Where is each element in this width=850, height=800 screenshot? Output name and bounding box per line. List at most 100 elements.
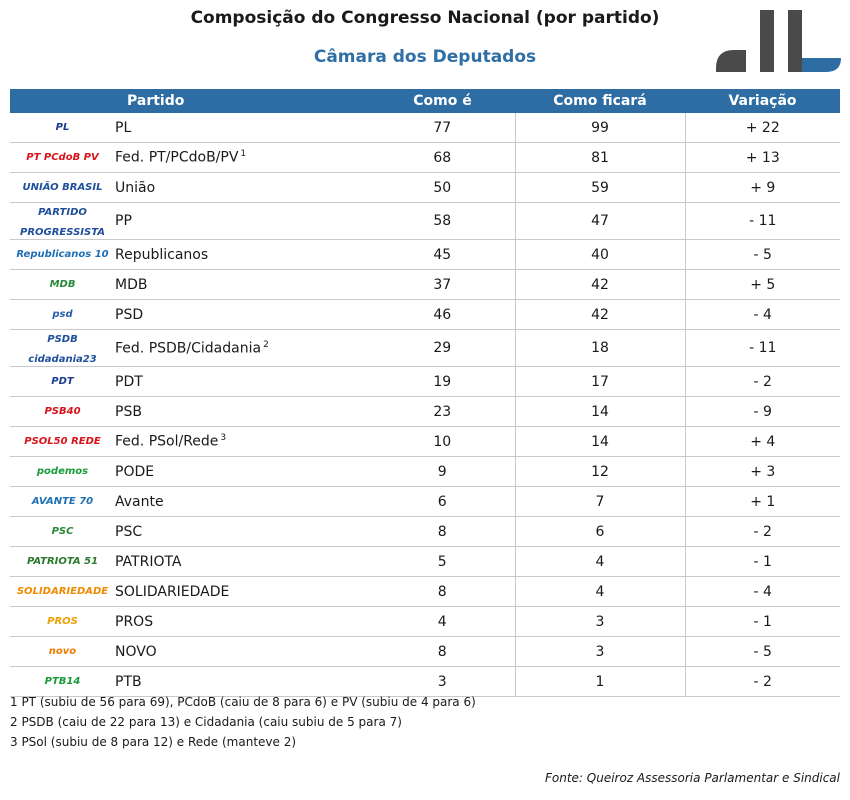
- variacao-cell: + 9: [684, 172, 840, 203]
- como-e-cell: 8: [370, 636, 515, 667]
- party-logo-cell: PL: [10, 113, 115, 143]
- como-ficara-cell: 7: [514, 486, 685, 517]
- footnote-1: 1 PT (subiu de 56 para 69), PCdoB (caiu …: [10, 695, 476, 709]
- como-ficara-cell: 81: [514, 142, 685, 173]
- party-logo-icon: PDT: [51, 375, 74, 387]
- party-name-cell: Fed. PT/PCdoB/PV 1: [115, 142, 370, 173]
- party-logo-icon: PROS: [47, 615, 78, 627]
- party-logo-cell: MDB: [10, 269, 115, 300]
- party-logo-cell: PATRIOTA 51: [10, 546, 115, 577]
- party-name: PATRIOTA: [115, 553, 182, 570]
- header-logo: [10, 89, 115, 113]
- variacao-cell: + 3: [684, 456, 840, 487]
- variacao-cell: - 4: [684, 576, 840, 607]
- party-logo-cell: UNIÃO BRASIL: [10, 172, 115, 203]
- party-logo-icon: PSC: [51, 525, 74, 537]
- como-e-cell: 46: [370, 299, 515, 330]
- party-name-cell: União: [115, 172, 370, 203]
- como-e-cell: 9: [370, 456, 515, 487]
- page-title: Composição do Congresso Nacional (por pa…: [190, 8, 660, 28]
- como-ficara-cell: 3: [514, 636, 685, 667]
- como-ficara-cell: 4: [514, 576, 685, 607]
- como-e-cell: 45: [370, 239, 515, 270]
- party-logo-cell: SOLIDARIEDADE: [10, 576, 115, 607]
- party-name: Fed. PT/PCdoB/PV: [115, 149, 239, 166]
- table-row: PSC PSC 8 6- 2: [10, 516, 840, 547]
- como-ficara-cell: 14: [514, 426, 685, 457]
- party-name-cell: PL: [115, 113, 370, 143]
- footnote-2: 2 PSDB (caiu de 22 para 13) e Cidadania …: [10, 715, 402, 729]
- party-name: PODE: [115, 463, 155, 480]
- party-logo-cell: PSOL50 REDE: [10, 426, 115, 457]
- variacao-cell: - 11: [684, 202, 840, 240]
- como-ficara-cell: 6: [514, 516, 685, 547]
- party-logo-icon: PARTIDO PROGRESSISTA: [19, 207, 106, 238]
- party-logo-icon: novo: [48, 645, 77, 657]
- party-logo-cell: novo: [10, 636, 115, 667]
- como-ficara-cell: 42: [514, 299, 685, 330]
- como-e-cell: 37: [370, 269, 515, 300]
- variacao-cell: - 1: [684, 546, 840, 577]
- party-logo-icon: Republicanos 10: [16, 248, 109, 260]
- party-logo-icon: AVANTE 70: [31, 495, 94, 507]
- header-como-ficara: Como ficará: [515, 89, 685, 113]
- como-e-cell: 6: [370, 486, 515, 517]
- variacao-cell: - 2: [684, 366, 840, 397]
- table-row: UNIÃO BRASIL União 50 59 + 9: [10, 172, 840, 203]
- como-ficara-cell: 42: [514, 269, 685, 300]
- como-ficara-cell: 14: [514, 396, 685, 427]
- party-logo-icon: PSB40: [44, 405, 81, 417]
- como-ficara-cell: 47: [514, 202, 685, 240]
- party-logo-cell: PSB40: [10, 396, 115, 427]
- party-name-cell: SOLIDARIEDADE: [115, 576, 370, 607]
- party-logo-cell: psd: [10, 299, 115, 330]
- publisher-logo-icon: [716, 10, 841, 72]
- header-como-e: Como é: [370, 89, 515, 113]
- party-name-cell: PODE: [115, 456, 370, 487]
- footnote-marker: 2: [263, 339, 269, 350]
- como-e-cell: 4: [370, 606, 515, 637]
- variacao-cell: - 9: [684, 396, 840, 427]
- variacao-cell: - 5: [684, 239, 840, 270]
- party-logo-icon: psd: [52, 308, 73, 320]
- como-e-cell: 23: [370, 396, 515, 427]
- party-name-cell: PSC: [115, 516, 370, 547]
- variacao-cell: - 1: [684, 606, 840, 637]
- variacao-cell: - 4: [684, 299, 840, 330]
- table-row: PDT PDT 19 17- 2: [10, 366, 840, 397]
- party-name: PROS: [115, 613, 154, 630]
- party-name: União: [115, 179, 156, 196]
- table-row: psd PSD 46 42- 4: [10, 299, 840, 330]
- party-logo-cell: PSC: [10, 516, 115, 547]
- como-ficara-cell: 17: [514, 366, 685, 397]
- party-name-cell: Fed. PSol/Rede 3: [115, 426, 370, 457]
- party-name-cell: PDT: [115, 366, 370, 397]
- party-name-cell: PP: [115, 202, 370, 240]
- party-logo-cell: Republicanos 10: [10, 239, 115, 270]
- table-row: novo NOVO 8 3- 5: [10, 636, 840, 667]
- variacao-cell: - 2: [684, 666, 840, 697]
- party-name: Fed. PSDB/Cidadania: [115, 340, 262, 357]
- variacao-cell: + 13: [684, 142, 840, 173]
- como-e-cell: 10: [370, 426, 515, 457]
- como-e-cell: 77: [370, 113, 515, 143]
- table-row: MDB MDB 37 42 + 5: [10, 269, 840, 300]
- party-logo-icon: PATRIOTA 51: [26, 555, 99, 567]
- table-row: SOLIDARIEDADE SOLIDARIEDADE 8 4- 4: [10, 576, 840, 607]
- party-name: PSD: [115, 306, 144, 323]
- party-logo-icon: PT PCdoB PV: [26, 151, 99, 163]
- party-name-cell: PSB: [115, 396, 370, 427]
- header-partido: Partido: [115, 89, 370, 113]
- table-row: podemos PODE 9 12 + 3: [10, 456, 840, 487]
- party-name: PP: [115, 213, 132, 229]
- party-logo-cell: PDT: [10, 366, 115, 397]
- como-ficara-cell: 4: [514, 546, 685, 577]
- como-e-cell: 5: [370, 546, 515, 577]
- party-name-cell: MDB: [115, 269, 370, 300]
- party-logo-icon: PSOL50 REDE: [24, 435, 101, 447]
- como-ficara-cell: 59: [514, 172, 685, 203]
- party-logo-cell: PROS: [10, 606, 115, 637]
- como-e-cell: 50: [370, 172, 515, 203]
- party-name-cell: Fed. PSDB/Cidadania 2: [115, 329, 370, 367]
- variacao-cell: + 4: [684, 426, 840, 457]
